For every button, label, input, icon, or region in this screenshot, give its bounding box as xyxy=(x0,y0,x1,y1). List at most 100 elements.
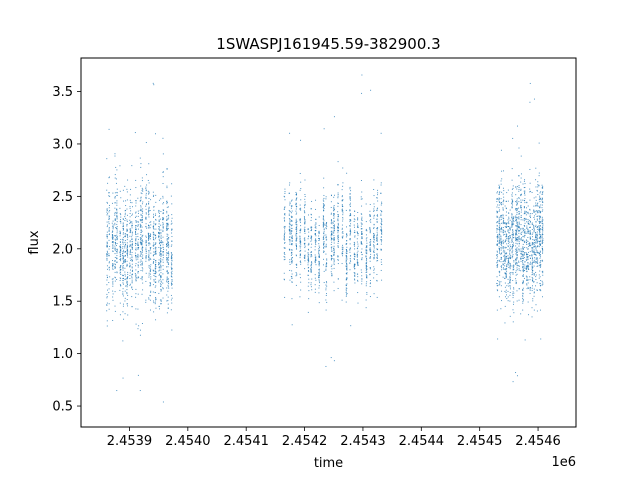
data-point xyxy=(369,268,371,270)
data-point xyxy=(166,281,168,283)
data-point xyxy=(349,186,351,188)
data-point xyxy=(497,234,499,236)
data-point xyxy=(291,212,293,214)
data-point xyxy=(366,240,368,242)
data-point xyxy=(504,257,506,259)
data-point xyxy=(160,242,162,244)
data-point xyxy=(540,280,542,282)
data-point xyxy=(116,194,118,196)
data-point xyxy=(129,245,131,247)
data-point xyxy=(366,281,368,283)
data-point xyxy=(159,308,160,310)
data-point xyxy=(501,242,503,244)
data-point xyxy=(148,212,150,214)
data-point xyxy=(531,255,533,257)
data-point xyxy=(114,214,116,216)
data-point xyxy=(288,214,290,216)
data-point xyxy=(162,183,164,184)
data-point xyxy=(524,264,526,266)
data-point xyxy=(289,269,291,271)
data-point xyxy=(311,239,313,241)
data-point xyxy=(540,256,542,258)
data-point xyxy=(345,252,347,254)
data-point xyxy=(159,241,161,243)
data-point xyxy=(518,241,520,243)
data-point xyxy=(304,257,306,259)
data-point xyxy=(512,293,514,295)
data-point xyxy=(503,200,505,202)
data-point xyxy=(291,230,293,232)
data-point xyxy=(162,242,164,244)
data-point xyxy=(149,299,151,301)
data-point xyxy=(160,233,162,235)
data-point xyxy=(331,223,333,225)
data-point xyxy=(162,257,164,259)
data-point xyxy=(504,247,506,249)
data-point xyxy=(520,238,522,240)
data-point xyxy=(295,194,297,196)
data-point xyxy=(518,147,520,149)
data-point xyxy=(509,292,511,293)
data-point xyxy=(109,195,111,197)
data-point xyxy=(131,221,133,223)
data-point xyxy=(166,210,168,212)
data-point xyxy=(153,254,155,256)
data-point xyxy=(516,217,518,219)
data-point xyxy=(162,219,164,221)
data-point xyxy=(507,222,509,224)
data-point xyxy=(526,201,528,203)
data-point xyxy=(373,195,375,197)
data-point xyxy=(114,245,116,247)
data-point xyxy=(295,254,297,256)
data-point xyxy=(166,229,168,231)
data-point xyxy=(541,197,543,199)
data-point xyxy=(310,252,312,254)
data-point xyxy=(307,285,309,287)
data-point xyxy=(508,285,510,287)
data-point xyxy=(122,279,124,281)
data-point xyxy=(376,248,378,250)
data-point xyxy=(171,229,173,231)
data-point xyxy=(518,226,520,228)
data-point xyxy=(166,249,167,251)
data-point xyxy=(520,219,522,221)
data-point xyxy=(166,300,168,302)
data-point xyxy=(496,206,498,208)
data-point xyxy=(158,259,160,261)
data-point xyxy=(314,224,316,226)
data-point xyxy=(122,291,124,293)
data-point xyxy=(346,272,348,274)
data-point xyxy=(120,253,122,255)
data-point xyxy=(142,247,144,249)
data-point xyxy=(507,230,509,232)
data-point xyxy=(538,229,540,231)
data-point xyxy=(508,223,510,225)
data-point xyxy=(168,215,170,217)
data-point xyxy=(341,246,343,248)
data-point xyxy=(139,334,141,336)
data-point xyxy=(299,221,301,223)
data-point xyxy=(500,218,502,220)
data-point xyxy=(507,290,509,292)
data-point xyxy=(535,226,537,228)
data-point xyxy=(290,254,292,256)
data-point xyxy=(330,271,332,273)
data-point xyxy=(112,225,114,227)
data-point xyxy=(137,255,139,257)
data-point xyxy=(381,231,383,233)
data-point xyxy=(289,279,291,281)
data-point xyxy=(535,239,537,241)
data-point xyxy=(295,202,297,204)
data-point xyxy=(511,234,513,236)
data-point xyxy=(315,242,317,244)
data-point xyxy=(170,275,172,277)
data-point xyxy=(310,227,312,229)
data-point xyxy=(112,260,114,262)
data-point xyxy=(522,283,524,285)
data-point xyxy=(541,259,543,261)
data-point xyxy=(135,200,137,202)
data-point xyxy=(529,168,531,170)
data-point xyxy=(513,223,515,225)
data-point xyxy=(527,240,529,242)
data-point xyxy=(155,285,157,287)
